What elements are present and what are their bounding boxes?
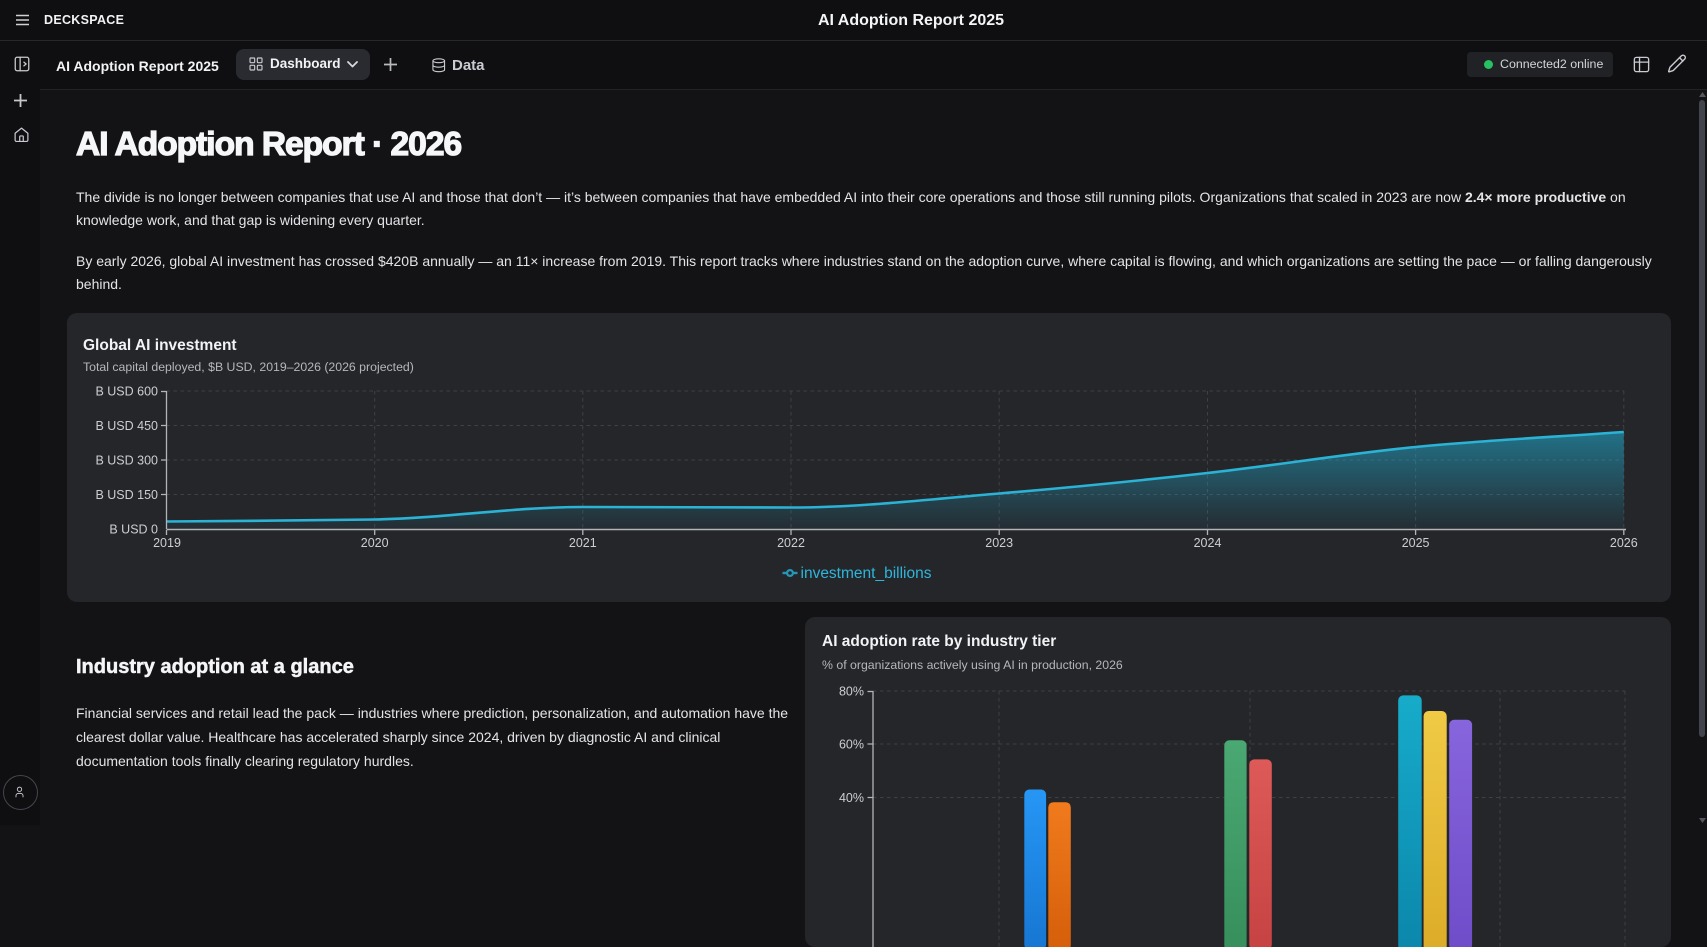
- svg-text:2019: 2019: [153, 536, 181, 550]
- svg-text:80%: 80%: [839, 685, 864, 699]
- svg-text:2022: 2022: [777, 536, 805, 550]
- svg-text:B USD 450: B USD 450: [95, 419, 158, 433]
- svg-text:40%: 40%: [839, 791, 864, 805]
- svg-text:2025: 2025: [1402, 536, 1430, 550]
- svg-text:2026: 2026: [1610, 536, 1638, 550]
- svg-text:investment_billions: investment_billions: [801, 565, 932, 582]
- svg-text:B USD 600: B USD 600: [95, 385, 158, 399]
- svg-text:2021: 2021: [569, 536, 597, 550]
- svg-text:B USD 0: B USD 0: [109, 523, 158, 537]
- svg-text:2020: 2020: [361, 536, 389, 550]
- svg-text:60%: 60%: [839, 738, 864, 752]
- svg-text:B USD 150: B USD 150: [95, 488, 158, 502]
- svg-text:B USD 300: B USD 300: [95, 454, 158, 468]
- svg-text:2024: 2024: [1194, 536, 1222, 550]
- svg-text:2023: 2023: [985, 536, 1013, 550]
